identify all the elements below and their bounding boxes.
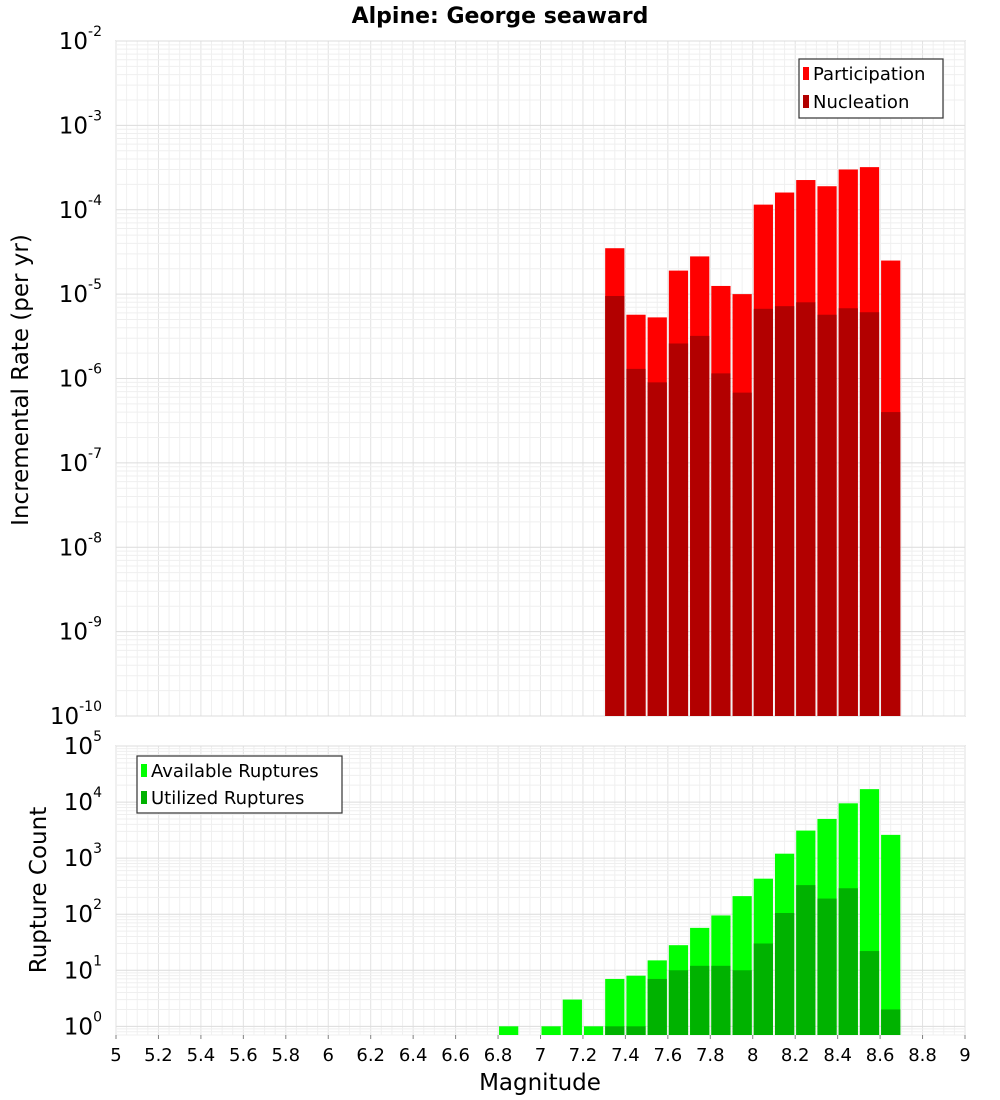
utilized-ruptures-bar <box>732 970 752 1035</box>
x-tick-label: 8.8 <box>908 1045 937 1066</box>
utilized-ruptures-bar <box>753 943 773 1035</box>
y-tick-label: 10-4 <box>59 193 102 224</box>
y-tick-label: 10-9 <box>59 615 102 646</box>
utilized-ruptures-bar <box>690 965 710 1035</box>
y-tick-label: 102 <box>64 897 102 928</box>
utilized-legend-swatch <box>141 791 147 804</box>
utilized-ruptures-bar <box>605 1026 625 1035</box>
nucleation-bar <box>711 373 731 716</box>
chart-title: Alpine: George seaward <box>352 4 649 29</box>
utilized-ruptures-bar <box>711 965 731 1035</box>
bottom-legend-box <box>136 755 343 814</box>
x-tick-label: 7.2 <box>569 1045 598 1066</box>
y-tick-label: 10-3 <box>59 108 102 139</box>
nucleation-legend-swatch <box>803 95 809 108</box>
x-tick-label: 7.4 <box>611 1045 640 1066</box>
top-y-ticks: 10-10 10-9 10-8 10-7 10-6 10-5 10-4 10-3 10-2 <box>50 24 102 730</box>
nucleation-bar <box>732 392 752 716</box>
y-tick-label: 10-2 <box>59 24 102 55</box>
available-ruptures-bar <box>499 1026 519 1035</box>
available-legend-label: Available Ruptures <box>151 761 319 782</box>
nucleation-bar <box>796 302 816 716</box>
participation-legend-label: Participation <box>813 64 925 85</box>
nucleation-legend-label: Nucleation <box>813 92 909 113</box>
x-tick-label: 6 <box>323 1045 334 1066</box>
top-legend-box <box>798 58 944 119</box>
x-tick-label: 9 <box>959 1045 970 1066</box>
nucleation-bar <box>774 306 795 716</box>
x-tick-label: 8.4 <box>823 1045 852 1066</box>
x-tick-label: 5.4 <box>187 1045 216 1066</box>
participation-legend-swatch <box>803 67 809 80</box>
x-tick-label: 6.8 <box>484 1045 513 1066</box>
utilized-ruptures-bar <box>838 888 858 1035</box>
y-tick-label: 10-6 <box>59 362 102 393</box>
available-ruptures-bar <box>605 978 625 1035</box>
y-tick-label: 104 <box>64 785 102 816</box>
x-ticks: 5 5.2 5.4 5.6 5.8 6 6.2 6.4 6.6 6.8 7 7.2 7.4 7.6 7.8 8… <box>110 1035 971 1066</box>
bottom-legend: Available Ruptures Utilized Ruptures <box>136 755 343 814</box>
x-tick-label: 7.8 <box>696 1045 725 1066</box>
nucleation-bar <box>753 308 773 716</box>
y-tick-label: 10-7 <box>59 446 102 477</box>
available-ruptures-bar <box>881 834 901 1035</box>
utilized-ruptures-bar <box>859 951 880 1035</box>
y-tick-label: 10-8 <box>59 530 102 561</box>
y-tick-label: 10-5 <box>59 277 102 308</box>
x-tick-label: 6.6 <box>441 1045 470 1066</box>
available-ruptures-bar <box>562 999 582 1035</box>
utilized-ruptures-bar <box>881 1009 901 1035</box>
top-grid <box>115 40 966 717</box>
top-legend: Participation Nucleation <box>798 58 944 119</box>
top-y-axis-label: Incremental Rate (per yr) <box>8 234 34 526</box>
nucleation-bar <box>690 335 710 716</box>
y-tick-label: 105 <box>64 729 102 760</box>
bottom-panel: 100 101 102 103 104 105 5 5.2 5.4 5.6 5.8 6 6.2 6.4 6… <box>26 729 971 1096</box>
available-ruptures-bar <box>541 1026 561 1035</box>
nucleation-bar <box>668 343 689 716</box>
nucleation-bar <box>881 412 901 716</box>
top-panel: 10-10 10-9 10-8 10-7 10-6 10-5 10-4 10-3 10-2 In… <box>8 24 966 730</box>
bottom-y-axis-label: Rupture Count <box>26 807 52 973</box>
utilized-ruptures-bar <box>668 970 689 1035</box>
available-legend-swatch <box>141 764 147 777</box>
x-tick-label: 5 <box>110 1045 121 1066</box>
y-tick-label: 10-10 <box>50 699 102 730</box>
available-ruptures-bar <box>583 1026 604 1035</box>
utilized-legend-label: Utilized Ruptures <box>151 788 304 809</box>
nucleation-bar <box>859 312 880 716</box>
bottom-bars <box>499 789 901 1035</box>
y-tick-label: 100 <box>64 1009 102 1040</box>
x-tick-label: 7.6 <box>654 1045 683 1066</box>
available-ruptures-bar <box>626 975 646 1035</box>
x-tick-label: 6.2 <box>356 1045 385 1066</box>
x-tick-label: 8.6 <box>866 1045 895 1066</box>
nucleation-bar <box>647 382 667 716</box>
x-tick-label: 8 <box>747 1045 758 1066</box>
utilized-ruptures-bar <box>796 885 816 1035</box>
x-tick-label: 5.8 <box>271 1045 300 1066</box>
bottom-y-ticks: 100 101 102 103 104 105 <box>64 729 102 1040</box>
x-tick-label: 5.2 <box>144 1045 173 1066</box>
nucleation-bar <box>626 368 646 716</box>
top-bars <box>605 167 901 717</box>
y-tick-label: 103 <box>64 841 102 872</box>
x-axis-label: Magnitude <box>479 1070 601 1096</box>
nucleation-bar <box>605 296 625 716</box>
nucleation-bar <box>817 314 837 716</box>
utilized-ruptures-bar <box>647 978 667 1035</box>
x-tick-label: 7 <box>535 1045 546 1066</box>
y-tick-label: 101 <box>64 953 102 984</box>
utilized-ruptures-bar <box>774 913 795 1035</box>
x-tick-label: 6.4 <box>399 1045 428 1066</box>
utilized-ruptures-bar <box>626 1026 646 1035</box>
x-tick-label: 8.2 <box>781 1045 810 1066</box>
utilized-ruptures-bar <box>817 898 837 1035</box>
nucleation-bar <box>838 308 858 716</box>
x-tick-label: 5.6 <box>229 1045 258 1066</box>
